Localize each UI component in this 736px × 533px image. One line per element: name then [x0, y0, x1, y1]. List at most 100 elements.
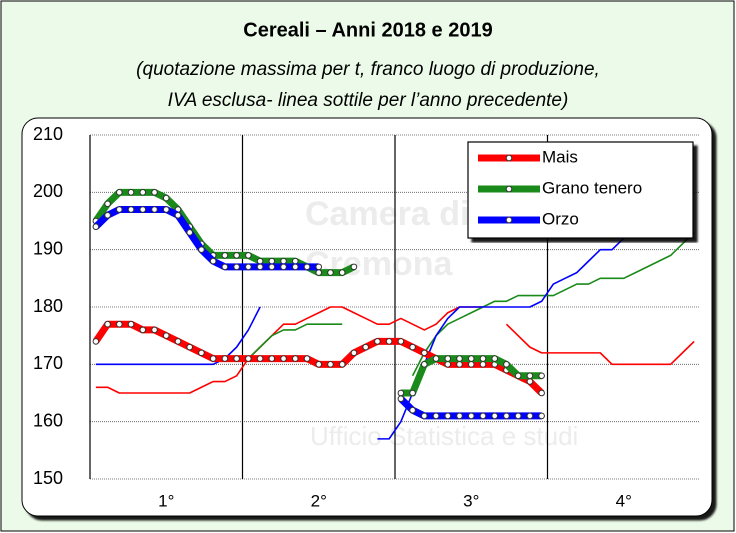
marker [316, 362, 322, 368]
marker [457, 413, 463, 419]
marker [140, 327, 146, 333]
marker [410, 407, 416, 413]
marker [246, 356, 252, 362]
x-tick-label: 1° [158, 491, 174, 510]
marker [152, 207, 158, 213]
marker [257, 356, 263, 362]
marker [163, 195, 169, 201]
marker [234, 264, 240, 270]
marker [292, 258, 298, 264]
marker [386, 339, 392, 345]
chart-subtitle: IVA esclusa- linea sottile per l’anno pr… [168, 90, 569, 111]
marker [281, 356, 287, 362]
marker [234, 253, 240, 259]
marker [351, 264, 357, 270]
marker [445, 362, 451, 368]
marker [515, 373, 521, 379]
marker [328, 362, 334, 368]
marker [539, 413, 545, 419]
marker [316, 264, 322, 270]
marker [281, 264, 287, 270]
marker [105, 212, 111, 218]
marker [175, 212, 181, 218]
marker [222, 356, 228, 362]
marker [527, 413, 533, 419]
marker [492, 413, 498, 419]
watermark: Camera di [305, 195, 469, 233]
x-tick-label: 2° [311, 491, 327, 510]
marker [339, 362, 345, 368]
marker [515, 413, 521, 419]
legend-marker [506, 186, 512, 192]
marker [316, 270, 322, 276]
marker [105, 321, 111, 327]
marker [339, 270, 345, 276]
marker [304, 264, 310, 270]
marker [199, 350, 205, 356]
marker [398, 396, 404, 402]
marker [117, 207, 123, 213]
marker [269, 264, 275, 270]
legend-label: Mais [542, 147, 578, 166]
marker [539, 373, 545, 379]
marker [468, 362, 474, 368]
marker [175, 339, 181, 345]
legend-marker [506, 217, 512, 223]
marker [292, 356, 298, 362]
marker [445, 356, 451, 362]
marker [445, 413, 451, 419]
marker [422, 413, 428, 419]
marker [222, 253, 228, 259]
marker [375, 339, 381, 345]
legend-marker [506, 155, 512, 161]
marker [269, 258, 275, 264]
marker [117, 190, 123, 196]
marker [105, 201, 111, 207]
marker [398, 390, 404, 396]
y-tick-label: 190 [33, 238, 63, 258]
watermark: Ufficio Statistica e studi [310, 421, 578, 451]
legend-label: Grano tenero [542, 178, 642, 197]
marker [422, 350, 428, 356]
marker [163, 333, 169, 339]
marker [93, 224, 99, 230]
marker [504, 362, 510, 368]
marker [292, 264, 298, 270]
marker [199, 247, 205, 253]
marker [163, 207, 169, 213]
marker [457, 356, 463, 362]
marker [128, 190, 134, 196]
marker [234, 356, 240, 362]
marker [492, 356, 498, 362]
marker [152, 190, 158, 196]
y-tick-label: 210 [33, 124, 63, 144]
marker [480, 362, 486, 368]
marker [269, 356, 275, 362]
marker [140, 207, 146, 213]
y-tick-label: 200 [33, 181, 63, 201]
marker [187, 230, 193, 236]
marker [257, 264, 263, 270]
x-tick-label: 4° [616, 491, 632, 510]
marker [351, 350, 357, 356]
marker [210, 356, 216, 362]
marker [468, 356, 474, 362]
marker [363, 344, 369, 350]
marker [117, 321, 123, 327]
watermark: Cremona [305, 245, 453, 283]
marker [222, 264, 228, 270]
marker [433, 413, 439, 419]
marker [128, 321, 134, 327]
y-tick-label: 180 [33, 296, 63, 316]
y-tick-label: 170 [33, 353, 63, 373]
marker [539, 390, 545, 396]
chart: Cereali – Anni 2018 e 2019 (quotazione m… [0, 0, 736, 533]
marker [257, 258, 263, 264]
marker [480, 356, 486, 362]
marker [187, 344, 193, 350]
x-tick-label: 3° [463, 491, 479, 510]
marker [410, 390, 416, 396]
marker [504, 413, 510, 419]
marker [281, 258, 287, 264]
marker [152, 327, 158, 333]
